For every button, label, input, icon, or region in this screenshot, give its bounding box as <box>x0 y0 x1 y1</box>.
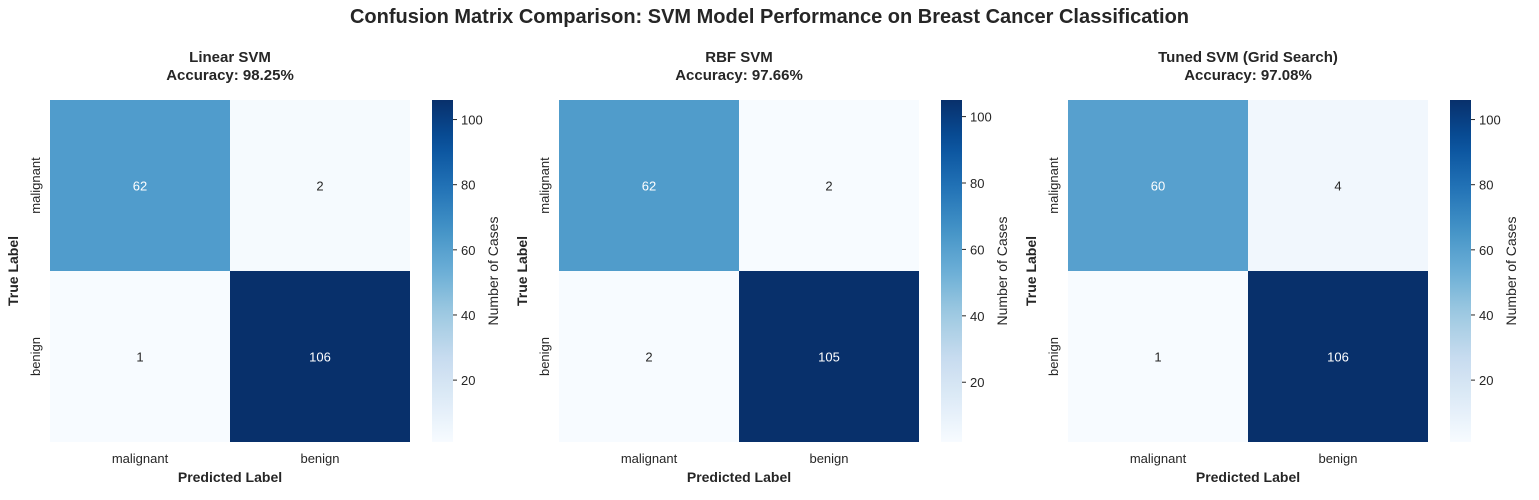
colorbar-tick-label: 80 <box>970 176 984 191</box>
colorbar <box>941 100 962 442</box>
heatmap-cell <box>1248 100 1428 271</box>
cell-value-label: 60 <box>1151 179 1165 194</box>
cell-value-label: 2 <box>316 179 323 194</box>
x-tick-label: malignant <box>112 451 169 466</box>
colorbar-tick-label: 60 <box>461 243 475 258</box>
colorbar-tick-label: 60 <box>970 242 984 257</box>
heatmap-cell <box>1068 271 1248 442</box>
y-tick-label: benign <box>1046 337 1061 376</box>
colorbar-tick-label: 20 <box>970 375 984 390</box>
x-tick-label: malignant <box>1130 451 1187 466</box>
y-tick-label: benign <box>28 337 43 376</box>
cell-value-label: 2 <box>825 179 832 194</box>
heatmap-cell <box>559 100 739 271</box>
heatmap-cell <box>1248 271 1428 442</box>
cell-value-label: 106 <box>1327 350 1349 365</box>
colorbar-tick-label: 80 <box>1479 178 1493 193</box>
y-tick-label: malignant <box>537 157 552 214</box>
heatmap-cell <box>559 271 739 442</box>
y-tick-label: malignant <box>1046 157 1061 214</box>
colorbar-tick-label: 40 <box>461 308 475 323</box>
cell-value-label: 4 <box>1334 179 1341 194</box>
cell-value-label: 106 <box>309 350 331 365</box>
colorbar-label: Number of Cases <box>1503 217 1519 326</box>
heatmap-cell <box>739 271 919 442</box>
y-tick-label: benign <box>537 337 552 376</box>
x-tick-label: benign <box>809 451 848 466</box>
x-tick-label: benign <box>1318 451 1357 466</box>
colorbar-tick-label: 20 <box>461 373 475 388</box>
panel-accuracy: Accuracy: 98.25% <box>166 67 294 84</box>
cell-value-label: 2 <box>645 350 652 365</box>
colorbar-tick-label: 80 <box>461 178 475 193</box>
colorbar-tick-label: 40 <box>1479 308 1493 323</box>
y-axis-label: True Label <box>1023 236 1039 306</box>
cell-value-label: 105 <box>818 350 840 365</box>
figure-title: Confusion Matrix Comparison: SVM Model P… <box>349 6 1190 28</box>
colorbar-label: Number of Cases <box>994 217 1010 326</box>
x-tick-label: malignant <box>621 451 678 466</box>
panel-title: Tuned SVM (Grid Search) <box>1158 49 1338 66</box>
panel-accuracy: Accuracy: 97.08% <box>1184 67 1312 84</box>
colorbar-tick-label: 60 <box>1479 243 1493 258</box>
colorbar <box>1450 100 1471 442</box>
x-tick-label: benign <box>300 451 339 466</box>
heatmap-cell <box>50 271 230 442</box>
heatmap-cell <box>1068 100 1248 271</box>
cell-value-label: 1 <box>136 350 143 365</box>
x-axis-label: Predicted Label <box>1196 469 1300 485</box>
cell-value-label: 62 <box>642 179 656 194</box>
heatmap-cell <box>739 100 919 271</box>
panel-accuracy: Accuracy: 97.66% <box>675 67 803 84</box>
cell-value-label: 1 <box>1154 350 1161 365</box>
panel-title: Linear SVM <box>189 49 271 66</box>
cell-value-label: 62 <box>133 179 147 194</box>
colorbar-tick-label: 100 <box>970 110 992 125</box>
y-axis-label: True Label <box>514 236 530 306</box>
colorbar-tick-label: 20 <box>1479 373 1493 388</box>
x-axis-label: Predicted Label <box>178 469 282 485</box>
heatmap-panel-3: Tuned SVM (Grid Search)Accuracy: 97.08% 6… <box>1023 49 1519 485</box>
heatmap-cell <box>230 100 410 271</box>
colorbar-label: Number of Cases <box>485 217 501 326</box>
heatmap-cell <box>230 271 410 442</box>
colorbar-tick-label: 40 <box>970 309 984 324</box>
colorbar-tick-label: 100 <box>1479 113 1501 128</box>
y-axis-label: True Label <box>5 236 21 306</box>
panel-title: RBF SVM <box>705 49 773 66</box>
x-axis-label: Predicted Label <box>687 469 791 485</box>
colorbar <box>432 100 453 442</box>
y-tick-label: malignant <box>28 157 43 214</box>
colorbar-tick-label: 100 <box>461 113 483 128</box>
heatmap-cell <box>50 100 230 271</box>
